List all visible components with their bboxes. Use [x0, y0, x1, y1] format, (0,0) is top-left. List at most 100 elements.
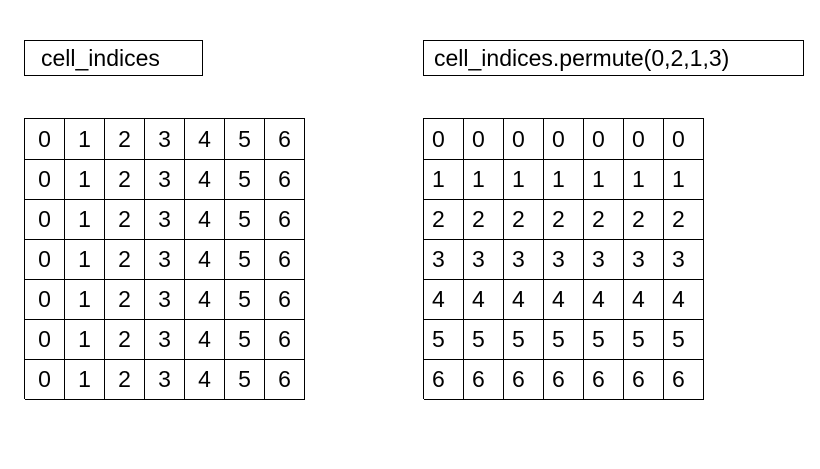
permuted-cell-indices-label: cell_indices.permute(0,2,1,3): [423, 40, 804, 76]
grid-cell: 4: [185, 279, 225, 320]
grid-cell-value: 1: [472, 166, 485, 192]
grid-cell-value: 2: [632, 206, 645, 232]
grid-cell: 3: [145, 159, 185, 200]
grid-cell-value: 2: [432, 206, 445, 232]
grid-cell-value: 0: [432, 126, 445, 152]
grid-cell: 2: [424, 199, 464, 240]
grid-cell: 0: [504, 119, 544, 160]
grid-cell-value: 3: [472, 246, 485, 272]
grid-cell: 1: [65, 159, 105, 200]
grid-cell: 3: [544, 239, 584, 280]
grid-cell: 5: [225, 119, 265, 160]
grid-cell-value: 4: [632, 286, 645, 312]
grid-cell-value: 6: [672, 366, 685, 392]
grid-cell-value: 3: [432, 246, 445, 272]
grid-cell-value: 4: [672, 286, 685, 312]
grid-cell: 0: [464, 119, 504, 160]
grid-cell: 0: [544, 119, 584, 160]
grid-cell: 1: [504, 159, 544, 200]
grid-cell-value: 1: [672, 166, 685, 192]
grid-cell: 0: [25, 239, 65, 280]
grid-cell-value: 4: [552, 286, 565, 312]
grid-cell: 5: [584, 319, 624, 360]
grid-row: 5 5 5 5 5 5 5: [424, 319, 704, 360]
grid-cell-value: 5: [472, 326, 485, 352]
grid-cell: 2: [105, 359, 145, 400]
grid-cell-value: 4: [512, 286, 525, 312]
grid-cell: 4: [185, 319, 225, 360]
grid-cell: 5: [664, 319, 704, 360]
grid-cell-value: 0: [592, 126, 605, 152]
grid-cell: 6: [265, 359, 305, 400]
grid-cell-value: 0: [672, 126, 685, 152]
grid-cell-value: 1: [592, 166, 605, 192]
grid-cell: 1: [65, 319, 105, 360]
grid-cell: 3: [624, 239, 664, 280]
grid-cell: 6: [504, 359, 544, 400]
grid-cell-value: 1: [552, 166, 565, 192]
grid-cell: 3: [584, 239, 624, 280]
grid-cell-value: 3: [512, 246, 525, 272]
grid-cell: 5: [624, 319, 664, 360]
grid-cell: 4: [624, 279, 664, 320]
grid-cell-value: 2: [512, 206, 525, 232]
grid-cell-value: 6: [552, 366, 565, 392]
grid-cell: 4: [664, 279, 704, 320]
grid-cell: 4: [185, 119, 225, 160]
grid-cell-value: 3: [592, 246, 605, 272]
grid-row: 4 4 4 4 4 4 4: [424, 279, 704, 320]
grid-cell: 0: [25, 199, 65, 240]
grid-cell: 3: [504, 239, 544, 280]
grid-cell: 1: [464, 159, 504, 200]
grid-cell-value: 2: [672, 206, 685, 232]
grid-cell: 4: [185, 159, 225, 200]
grid-cell: 0: [25, 279, 65, 320]
grid-cell-value: 6: [512, 366, 525, 392]
grid-cell: 4: [504, 279, 544, 320]
grid-cell-value: 5: [592, 326, 605, 352]
grid-cell-value: 6: [432, 366, 445, 392]
grid-cell: 5: [464, 319, 504, 360]
grid-cell: 2: [464, 199, 504, 240]
grid-cell: 4: [464, 279, 504, 320]
grid-cell: 6: [624, 359, 664, 400]
grid-cell-value: 2: [552, 206, 565, 232]
grid-cell: 3: [664, 239, 704, 280]
grid-cell: 4: [185, 239, 225, 280]
grid-cell: 1: [65, 199, 105, 240]
grid-cell: 6: [265, 119, 305, 160]
grid-cell: 6: [265, 159, 305, 200]
grid-cell: 0: [25, 119, 65, 160]
grid-cell-value: 5: [432, 326, 445, 352]
grid-cell: 0: [584, 119, 624, 160]
grid-cell: 2: [105, 239, 145, 280]
grid-cell: 5: [225, 199, 265, 240]
grid-cell-value: 6: [592, 366, 605, 392]
grid-cell: 2: [584, 199, 624, 240]
grid-cell: 4: [424, 279, 464, 320]
grid-cell: 6: [464, 359, 504, 400]
grid-cell: 6: [584, 359, 624, 400]
grid-cell-value: 3: [632, 246, 645, 272]
grid-cell: 2: [624, 199, 664, 240]
grid-cell: 2: [504, 199, 544, 240]
grid-cell: 6: [424, 359, 464, 400]
grid-cell: 1: [544, 159, 584, 200]
grid-cell: 6: [664, 359, 704, 400]
grid-cell-value: 2: [592, 206, 605, 232]
grid-row: 0 0 0 0 0 0 0: [424, 119, 704, 160]
grid-cell: 2: [664, 199, 704, 240]
grid-cell-value: 5: [632, 326, 645, 352]
grid-cell: 3: [424, 239, 464, 280]
grid-cell: 0: [624, 119, 664, 160]
grid-cell-value: 4: [472, 286, 485, 312]
grid-cell: 0: [424, 119, 464, 160]
grid-cell: 1: [624, 159, 664, 200]
grid-cell-value: 6: [472, 366, 485, 392]
